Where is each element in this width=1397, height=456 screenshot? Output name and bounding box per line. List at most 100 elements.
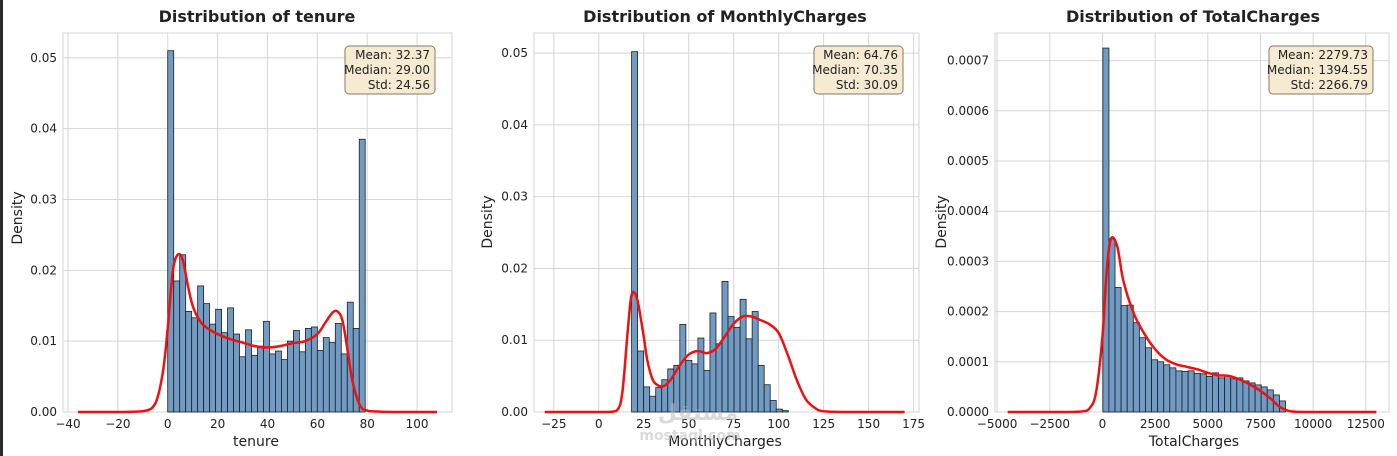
y-tick-label: 0.05 bbox=[501, 46, 528, 60]
x-tick-label: 12500 bbox=[1347, 417, 1385, 431]
y-tick-label: 0.02 bbox=[30, 263, 57, 277]
histogram-bar bbox=[1199, 373, 1207, 413]
y-tick-label: 0.0001 bbox=[947, 355, 989, 369]
stat-median: Median: 29.00 bbox=[344, 63, 430, 77]
kde-curve bbox=[77, 252, 438, 414]
stats-box: Mean: 64.76 Median: 70.35 Std: 30.09 bbox=[812, 45, 904, 95]
histogram-bar bbox=[227, 307, 234, 413]
histogram-bar bbox=[733, 326, 741, 413]
histogram-bar bbox=[781, 410, 789, 413]
histogram-bar bbox=[721, 280, 729, 413]
y-tick-label: 0.0006 bbox=[947, 104, 989, 118]
histogram-bar bbox=[1230, 378, 1238, 413]
stat-std: Std: 2266.79 bbox=[1291, 78, 1368, 92]
histogram-bar bbox=[167, 50, 175, 413]
histogram-bar bbox=[1187, 370, 1195, 413]
histogram-bar bbox=[769, 400, 777, 413]
histogram-bar bbox=[197, 285, 205, 413]
x-tick-label: 175 bbox=[902, 417, 925, 431]
histogram-bar bbox=[1138, 337, 1146, 413]
x-axis-label: MonthlyCharges bbox=[668, 434, 782, 450]
window-edge bbox=[0, 0, 3, 456]
chart-title: Distribution of tenure bbox=[159, 7, 356, 26]
histogram-bar bbox=[263, 320, 270, 413]
histogram-bar bbox=[298, 351, 306, 413]
histogram-bar bbox=[763, 384, 771, 413]
y-tick-label: 0.00 bbox=[30, 405, 57, 419]
x-tick-label: 60 bbox=[310, 417, 325, 431]
x-tick-label: 100 bbox=[767, 417, 790, 431]
stat-median: Median: 1394.55 bbox=[1267, 63, 1368, 77]
x-tick-label: 0 bbox=[1099, 417, 1107, 431]
y-tick-label: 0.03 bbox=[501, 190, 528, 204]
histogram-bar bbox=[281, 359, 288, 413]
histogram-bar bbox=[1126, 304, 1134, 413]
histogram-bar bbox=[757, 364, 765, 413]
histogram-bar bbox=[251, 354, 258, 413]
y-tick-label: 0.0003 bbox=[947, 254, 989, 268]
x-tick-label: 125 bbox=[812, 417, 835, 431]
y-axis-label: Density bbox=[480, 195, 496, 248]
histogram-bar bbox=[637, 350, 645, 413]
x-tick-label: 150 bbox=[857, 417, 880, 431]
y-axis-label: Density bbox=[934, 195, 950, 248]
histogram-bar bbox=[1236, 377, 1244, 413]
histogram-bar bbox=[1212, 372, 1219, 413]
stats-box-frame bbox=[1268, 45, 1374, 95]
y-tick-label: 0.03 bbox=[30, 192, 57, 206]
histogram-bar bbox=[316, 349, 324, 413]
histogram-bar bbox=[775, 408, 783, 413]
watermark: مستقل mostaql.com bbox=[639, 401, 740, 444]
y-tick-label: 0.0007 bbox=[947, 54, 989, 68]
stat-mean: Mean: 2279.73 bbox=[1278, 48, 1368, 62]
x-tick-label: 25 bbox=[636, 417, 651, 431]
grid bbox=[994, 32, 1390, 413]
histogram-bar bbox=[745, 338, 753, 413]
histogram-bar bbox=[1242, 380, 1250, 413]
kde-curve bbox=[1007, 235, 1377, 414]
histogram-bar bbox=[709, 312, 717, 413]
histogram-bar bbox=[209, 323, 217, 413]
y-tick-label: 0.00 bbox=[501, 405, 528, 419]
histogram-bar bbox=[275, 350, 282, 413]
stat-mean: Mean: 64.76 bbox=[823, 48, 898, 62]
histogram-bar bbox=[1132, 322, 1140, 413]
y-tick-label: 0.02 bbox=[501, 261, 528, 275]
histogram-bar bbox=[322, 337, 330, 413]
histogram-bar bbox=[215, 308, 222, 413]
x-tick-label: 80 bbox=[360, 417, 375, 431]
y-tick-label: 0.04 bbox=[501, 118, 528, 132]
histogram-bar bbox=[1163, 364, 1171, 413]
histogram-bar bbox=[1145, 347, 1152, 413]
histogram-bar bbox=[173, 280, 181, 413]
histogram-bar bbox=[185, 311, 193, 413]
y-axis-label: Density bbox=[10, 191, 26, 244]
histogram-bar bbox=[340, 353, 348, 413]
histogram-bar bbox=[191, 317, 199, 413]
histogram-bar bbox=[643, 386, 651, 413]
histogram-bar bbox=[751, 311, 759, 413]
histogram-bar bbox=[1120, 305, 1128, 413]
stats-box: Mean: 2279.73 Median: 1394.55 Std: 2266.… bbox=[1267, 45, 1374, 95]
histogram-bars bbox=[167, 50, 366, 413]
x-tick-label: 0 bbox=[164, 417, 172, 431]
histogram-bar bbox=[679, 324, 687, 413]
histogram-bar bbox=[1169, 367, 1177, 413]
histogram-bar bbox=[233, 333, 240, 413]
histogram-bar bbox=[328, 342, 336, 413]
histogram-bar bbox=[1193, 372, 1201, 413]
x-axis-label: TotalCharges bbox=[1148, 434, 1239, 450]
x-tick-label: −2500 bbox=[1029, 417, 1070, 431]
x-tick-label: 50 bbox=[681, 417, 696, 431]
x-tick-label: 100 bbox=[406, 417, 429, 431]
stat-std: Std: 24.56 bbox=[368, 78, 430, 92]
histogram-bar bbox=[1218, 377, 1226, 413]
panel-totalcharges: Distribution of TotalCharges TotalCharge… bbox=[934, 7, 1390, 450]
x-tick-label: 0 bbox=[595, 417, 603, 431]
histogram-bar bbox=[649, 395, 657, 413]
histogram-bar bbox=[257, 345, 264, 413]
watermark-url: mostaql.com bbox=[639, 428, 740, 444]
histogram-bar bbox=[269, 353, 276, 413]
x-tick-label: −40 bbox=[55, 417, 80, 431]
